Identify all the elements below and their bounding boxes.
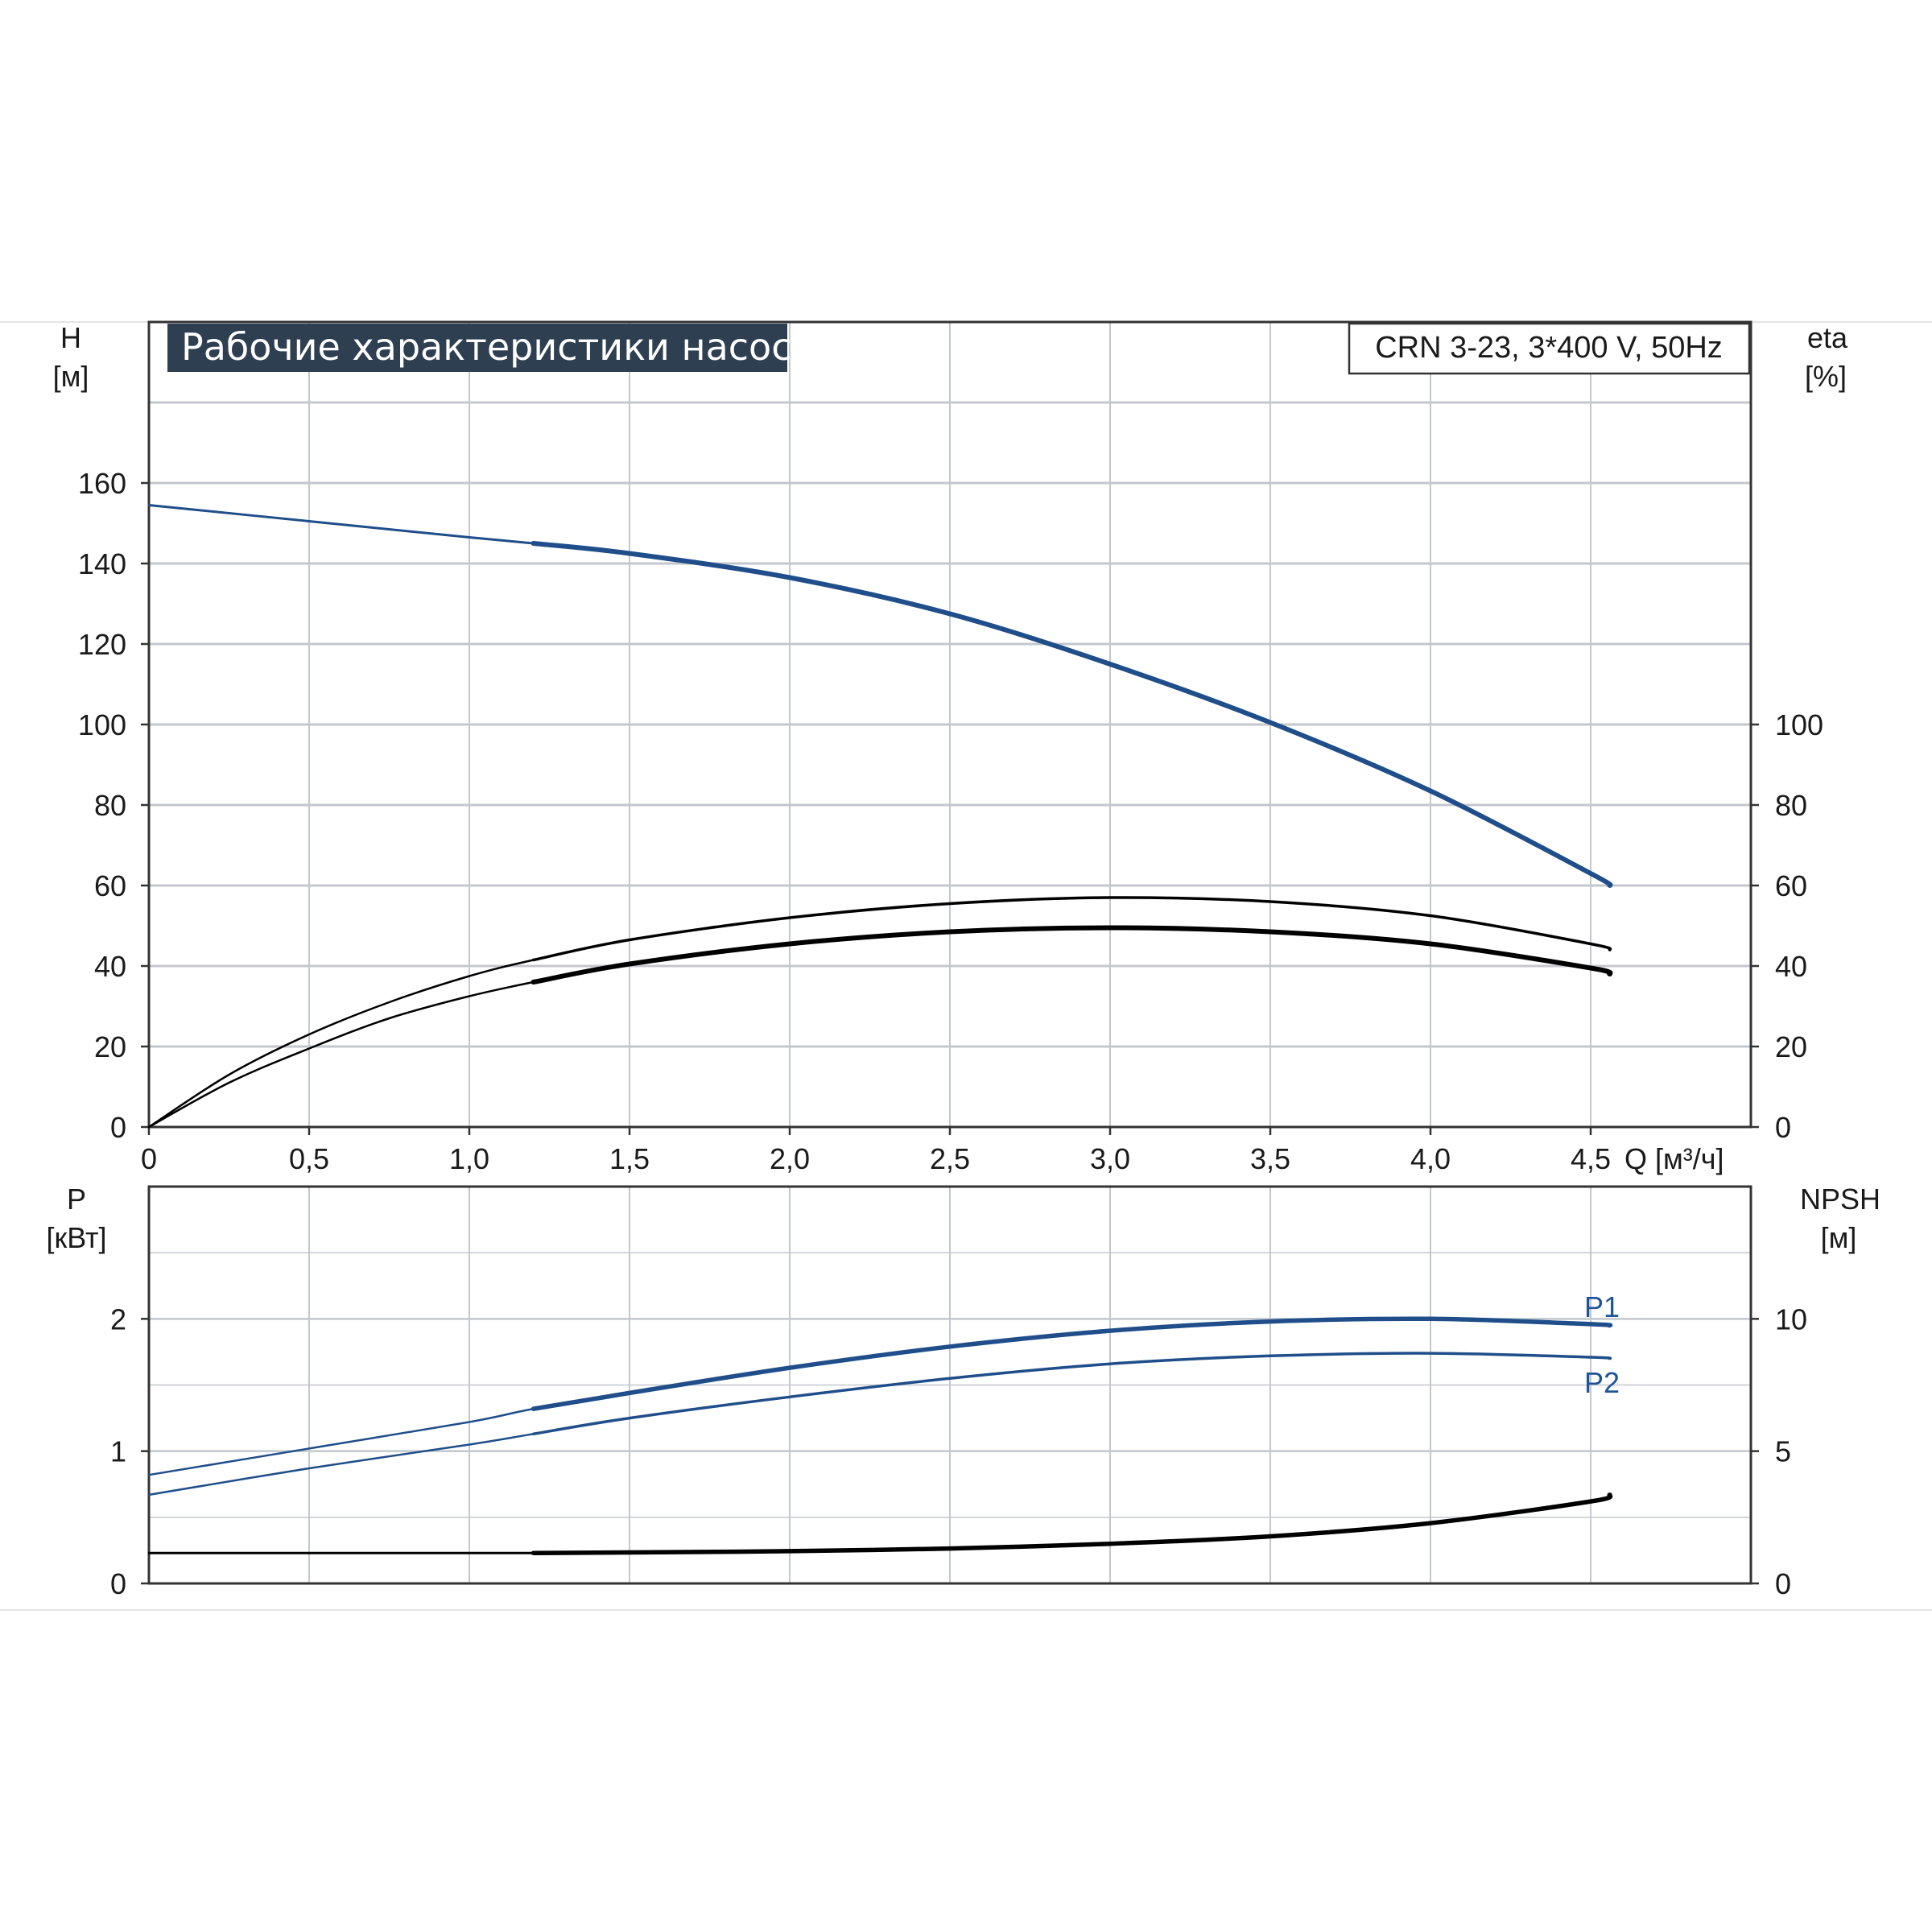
x-tick-label-4: 2,0 [770,1142,810,1175]
y-left-unit-lower: [кВт] [46,1221,106,1254]
y-right-name-lower: NPSH [1800,1183,1880,1216]
y-left-name-lower: P [67,1183,86,1216]
upper-grid [148,322,1751,1129]
y-right-tick-label-0: 0 [1775,1111,1791,1144]
upper-tick-labels: 0 0,5 1,0 1,5 2,0 2,5 3,0 3,5 4,0 4,5 0 20 40 60 80 100… [78,467,1823,1175]
upper-series-line-0 [147,504,1612,887]
y-left-tick-label-8: 160 [78,467,126,500]
series-label-p2: P2 [1584,1366,1620,1399]
y-right-tick-label-5: 100 [1775,708,1823,741]
upper-series-line-bold-0 [530,541,1613,888]
x-tick-label-3: 1,5 [609,1142,650,1175]
lower-series-line-1 [147,1352,1612,1496]
lower-series-line-bold-1 [531,1352,1612,1436]
npsh-tick-label-2: 10 [1775,1302,1807,1335]
x-tick-label-5: 2,5 [930,1142,970,1175]
lower-plot-frame [147,1185,1752,1585]
y-left-tick-label-0: 0 [110,1111,126,1144]
upper-series [147,504,1613,1129]
npsh-tick-label-0: 0 [1775,1567,1791,1600]
x-tick-label-6: 3,0 [1090,1142,1130,1175]
lower-series-line-2 [147,1493,1612,1554]
y-left-tick-label-4: 80 [94,789,126,822]
lower-series-line-bold-2 [530,1492,1613,1555]
npsh-tick-label-1: 5 [1775,1435,1791,1468]
y-left-tick-label-7: 140 [78,547,126,580]
y-left-unit-upper: [м] [53,360,89,393]
upper-series-line-1 [147,896,1612,1129]
x-tick-label-7: 3,5 [1250,1142,1290,1175]
y-left-name-upper: H [60,321,81,354]
model-label: CRN 3-23, 3*400 V, 50Hz [1375,331,1723,365]
x-tick-label-1: 0,5 [289,1142,329,1175]
x-axis-label: Q [м³/ч] [1624,1142,1724,1175]
lower-tick-labels: 0 1 2 0 5 10 [110,1302,1807,1600]
x-tick-label-9: 4,5 [1571,1142,1611,1175]
p-tick-label-2: 2 [110,1302,126,1335]
y-right-tick-label-2: 40 [1775,950,1807,983]
p-tick-label-1: 1 [110,1435,126,1468]
y-left-tick-label-1: 20 [94,1030,126,1063]
y-right-unit-lower: [м] [1821,1221,1857,1254]
lower-series-line-bold-0 [530,1316,1613,1411]
x-tick-label-0: 0 [141,1142,157,1175]
y-left-tick-label-6: 120 [78,628,126,661]
y-right-name-upper: eta [1807,321,1848,354]
y-right-unit-upper: [%] [1805,360,1847,393]
model-box [1348,322,1751,375]
y-left-tick-label-2: 40 [94,950,126,983]
chart-title-box [167,324,787,372]
y-left-tick-label-5: 100 [78,708,126,741]
lower-series [147,1316,1613,1555]
chart-title: Рабочие характеристики насоса [181,325,815,369]
y-right-tick-label-1: 20 [1775,1030,1807,1063]
upper-series-line-bold-1 [531,896,1612,962]
series-label-p1: P1 [1584,1290,1620,1323]
p-tick-label-0: 0 [110,1567,126,1600]
x-tick-label-8: 4,0 [1410,1142,1451,1175]
lower-grid [148,1185,1751,1585]
y-right-tick-label-3: 60 [1775,869,1807,902]
x-tick-label-2: 1,0 [449,1142,489,1175]
upper-series-line-2 [147,927,1612,1129]
y-right-tick-label-4: 80 [1775,789,1807,822]
upper-series-line-bold-2 [530,925,1613,985]
y-left-tick-label-3: 60 [94,869,126,902]
